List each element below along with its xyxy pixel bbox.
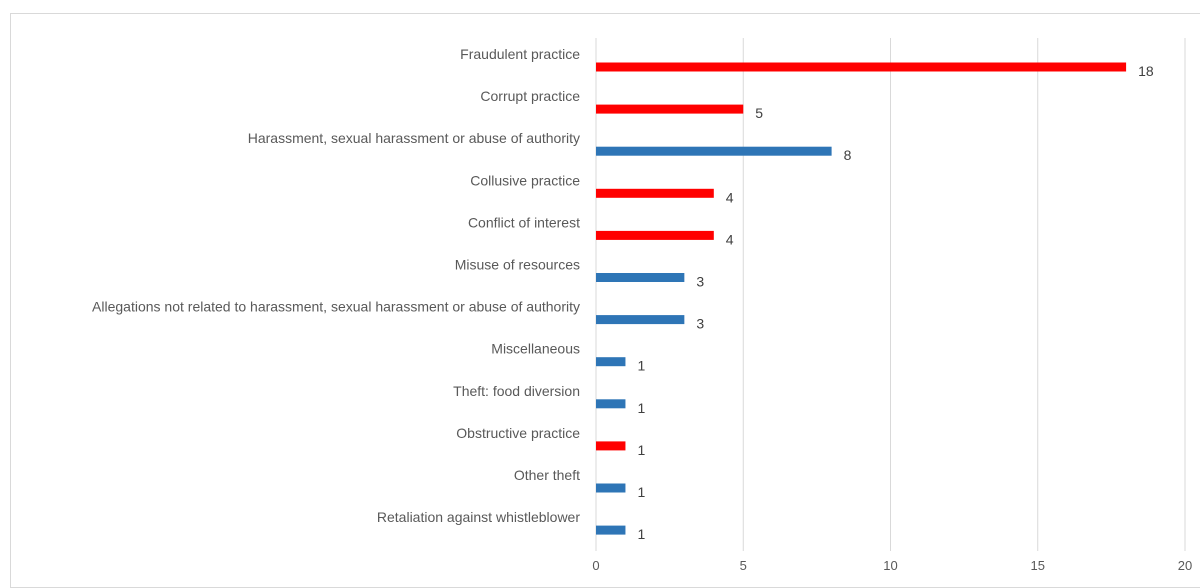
- x-tick-label: 20: [1178, 558, 1192, 573]
- bar: [596, 315, 685, 325]
- category-label: Obstructive practice: [456, 425, 580, 441]
- category-label: Misuse of resources: [455, 257, 580, 273]
- category-label: Other theft: [514, 467, 580, 483]
- category-label: Miscellaneous: [491, 341, 580, 357]
- bar: [596, 357, 626, 367]
- category-label: Conflict of interest: [468, 214, 580, 230]
- category-labels: Fraudulent practice Corrupt practice Haras…: [92, 46, 580, 525]
- value-label: 1: [637, 400, 645, 416]
- category-label: Fraudulent practice: [460, 46, 580, 62]
- bar: [596, 441, 626, 451]
- category-label: Collusive practice: [470, 172, 580, 188]
- value-label: 8: [844, 147, 852, 163]
- bar: [596, 525, 626, 535]
- value-label: 3: [696, 274, 704, 290]
- value-label: 1: [637, 358, 645, 374]
- category-label: Theft: food diversion: [453, 383, 580, 399]
- gridlines: [595, 38, 1186, 551]
- category-label: Allegations not related to harassment, s…: [92, 299, 580, 315]
- value-label: 4: [726, 231, 734, 247]
- bar: [596, 399, 626, 409]
- bar: [596, 273, 685, 282]
- bar: [596, 62, 1127, 72]
- category-label: Retaliation against whistleblower: [377, 509, 580, 525]
- value-label: 1: [637, 442, 645, 458]
- bars: [596, 62, 1127, 535]
- x-tick-label: 5: [740, 558, 747, 573]
- value-label: 5: [755, 105, 763, 121]
- bar: [596, 146, 832, 156]
- value-labels: 18 5 8 4 4 3 3 1 1 1 1 1: [637, 63, 1153, 542]
- x-tick-label: 0: [592, 558, 599, 573]
- value-label: 1: [637, 484, 645, 500]
- x-tick-label: 10: [883, 558, 897, 573]
- value-label: 18: [1138, 63, 1154, 79]
- bar: [596, 188, 714, 198]
- value-label: 4: [726, 189, 734, 205]
- bar: [596, 483, 626, 493]
- category-label: Harassment, sexual harassment or abuse o…: [248, 130, 580, 146]
- category-label: Corrupt practice: [480, 88, 580, 104]
- bar: [596, 104, 744, 114]
- value-label: 3: [696, 316, 704, 332]
- x-axis-ticks: 0 5 10 15 20: [592, 558, 1192, 573]
- bar: [596, 230, 714, 240]
- value-label: 1: [637, 526, 645, 542]
- x-tick-label: 15: [1031, 558, 1045, 573]
